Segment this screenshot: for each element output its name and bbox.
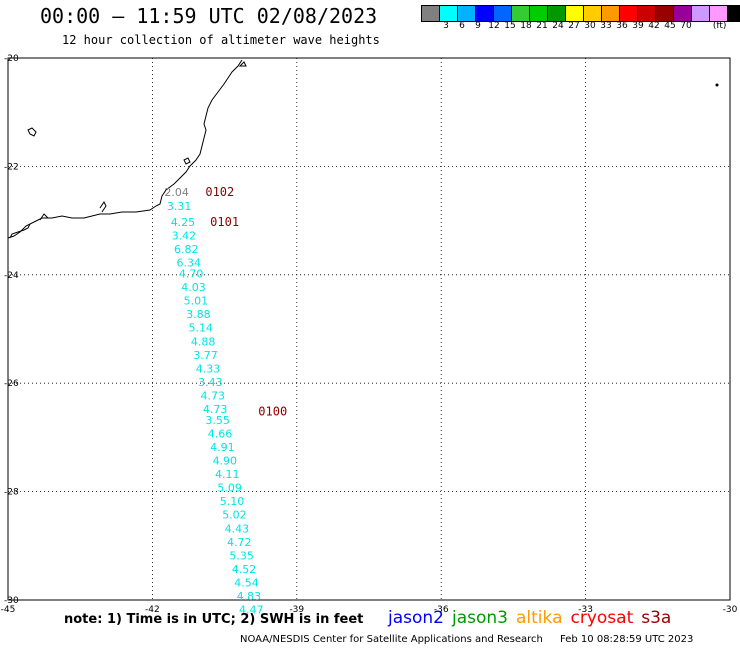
legend-label: 27 bbox=[568, 21, 580, 31]
color-scale-legend bbox=[421, 5, 740, 22]
legend-label: 36 bbox=[616, 21, 628, 31]
generated-timestamp: Feb 10 08:28:59 UTC 2023 bbox=[560, 634, 694, 645]
credit-text: NOAA/NESDIS Center for Satellite Applica… bbox=[240, 634, 543, 645]
island-dot bbox=[715, 83, 719, 87]
legend-label: 3 bbox=[443, 21, 449, 31]
wave-height-value: 6.34 bbox=[176, 257, 201, 270]
credit-line: NOAA/NESDIS Center for Satellite Applica… bbox=[240, 634, 707, 645]
legend-label: 39 bbox=[632, 21, 644, 31]
lat-tick-label: -24 bbox=[4, 271, 19, 281]
lon-tick-label: -45 bbox=[1, 605, 16, 615]
wave-height-value: 5.14 bbox=[189, 322, 214, 335]
lat-tick-label: -28 bbox=[4, 488, 19, 498]
wave-height-value: 4.47 bbox=[239, 604, 263, 617]
wave-height-value: 4.11 bbox=[215, 468, 240, 481]
wave-height-value: 3.43 bbox=[198, 376, 223, 389]
wave-height-value: 4.03 bbox=[181, 281, 206, 294]
footnote: note: 1) Time is in UTC; 2) SWH is in fe… bbox=[64, 612, 364, 627]
legend-label: 6 bbox=[459, 21, 465, 31]
wave-height-value: 2.04 bbox=[164, 186, 189, 199]
lon-tick-label: -42 bbox=[145, 605, 160, 615]
wave-height-value: 4.66 bbox=[208, 427, 233, 440]
wave-height-value: 4.88 bbox=[191, 335, 216, 348]
wave-height-value: 4.73 bbox=[203, 403, 228, 416]
lon-tick-label: -30 bbox=[723, 605, 738, 615]
wave-height-value: 3.42 bbox=[172, 230, 197, 243]
satellite-name: cryosat bbox=[570, 608, 634, 628]
pass-time-label: 0100 bbox=[258, 405, 287, 419]
wave-height-value: 4.43 bbox=[225, 522, 250, 535]
coastline-inlet bbox=[9, 201, 107, 239]
wave-height-value: 4.52 bbox=[232, 563, 257, 576]
legend-swatch bbox=[727, 5, 740, 22]
legend-label: 24 bbox=[552, 21, 564, 31]
legend-label: 9 bbox=[475, 21, 481, 31]
legend-label: 21 bbox=[536, 21, 548, 31]
page-title: 00:00 – 11:59 UTC 02/08/2023 bbox=[40, 4, 378, 28]
wave-height-value: 4.25 bbox=[171, 216, 196, 229]
wave-height-value: 5.09 bbox=[217, 482, 242, 495]
lat-tick-label: -26 bbox=[4, 379, 19, 389]
map-frame bbox=[7, 57, 731, 601]
coastline bbox=[7, 59, 243, 239]
wave-height-value: 3.31 bbox=[167, 200, 192, 213]
wave-height-value: 5.10 bbox=[220, 495, 245, 508]
time-labels: 0102 0101 0100 bbox=[205, 185, 287, 419]
lon-tick-label: -36 bbox=[434, 605, 449, 615]
wave-height-value: 4.91 bbox=[210, 441, 235, 454]
lat-tick-label: -20 bbox=[4, 54, 19, 64]
wave-height-value: 4.33 bbox=[196, 362, 221, 375]
map-grid bbox=[7, 57, 731, 601]
legend-label: 33 bbox=[600, 21, 612, 31]
wave-height-value: 3.77 bbox=[193, 349, 218, 362]
satellite-name: s3a bbox=[641, 608, 672, 628]
map-tick-labels: -45 -42 -39 -36 -33 -30 -20 -22 -24 -26 -28 -30 bbox=[1, 54, 738, 615]
lat-tick-label: -30 bbox=[4, 596, 19, 606]
legend-unit: (ft) bbox=[710, 21, 727, 31]
legend-label: 18 bbox=[520, 21, 532, 31]
pass-time-label: 0101 bbox=[210, 215, 239, 229]
legend-label: 42 bbox=[648, 21, 660, 31]
wave-height-value: 4.70 bbox=[179, 268, 204, 281]
wave-height-value: 4.90 bbox=[213, 455, 238, 468]
satellite-legend: jason2 jason3 altika cryosat s3a bbox=[388, 608, 679, 628]
lon-tick-label: -33 bbox=[578, 605, 593, 615]
legend-label: 45 bbox=[664, 21, 676, 31]
wave-observations: 2.043.31 4.253.426.826.344.704.035.013.88… bbox=[164, 186, 263, 616]
satellite-name: jason3 bbox=[452, 608, 508, 628]
wave-height-value: 4.83 bbox=[237, 590, 262, 603]
wave-height-value: 4.54 bbox=[234, 576, 259, 589]
page-subtitle: 12 hour collection of altimeter wave hei… bbox=[62, 33, 380, 47]
lat-tick-label: -22 bbox=[4, 162, 19, 172]
satellite-name: jason2 bbox=[388, 608, 444, 628]
wave-height-value: 6.82 bbox=[174, 243, 199, 256]
lon-tick-label: -39 bbox=[289, 605, 304, 615]
wave-height-value: 5.02 bbox=[222, 509, 247, 522]
satellite-name: altika bbox=[516, 608, 563, 628]
wave-height-value: 5.01 bbox=[184, 295, 209, 308]
wave-height-value: 3.88 bbox=[186, 308, 211, 321]
legend-label: 30 bbox=[584, 21, 596, 31]
color-scale-labels: 3 6 9 12 15 18 21 24 27 30 33 36 39 42 45 70 (ft) bbox=[422, 21, 726, 31]
legend-label: 15 bbox=[504, 21, 516, 31]
wave-height-value: 5.35 bbox=[229, 549, 254, 562]
wave-height-value: 4.72 bbox=[227, 536, 252, 549]
wave-height-value: 4.73 bbox=[201, 389, 226, 402]
legend-label: 12 bbox=[488, 21, 500, 31]
legend-label: 70 bbox=[680, 21, 692, 31]
island bbox=[27, 61, 247, 165]
wave-height-value: 3.55 bbox=[205, 414, 230, 427]
pass-time-label: 0102 bbox=[205, 185, 234, 199]
